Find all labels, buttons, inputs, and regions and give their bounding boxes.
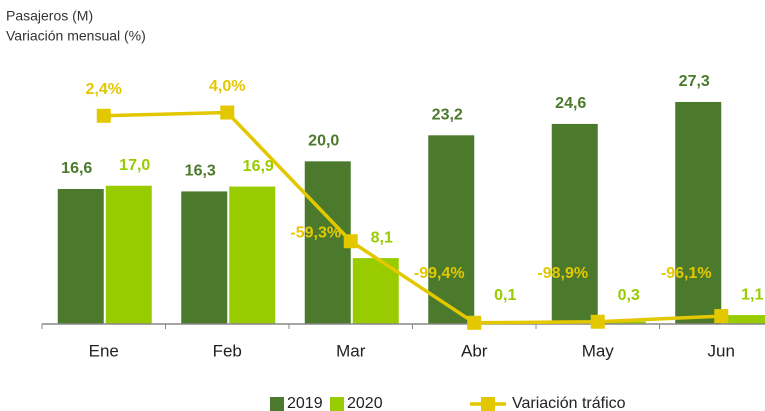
y2-axis-label: Variación mensual (%) — [6, 28, 146, 44]
line-label: -98,9% — [537, 265, 588, 282]
data-label: 0,1 — [494, 287, 516, 304]
data-label: 24,6 — [555, 95, 586, 112]
bar — [304, 161, 351, 324]
line-marker — [343, 234, 358, 249]
line-marker — [714, 309, 729, 324]
line-label: -59,3% — [290, 224, 341, 241]
line — [103, 110, 722, 325]
legend-label: 2019 — [287, 395, 323, 411]
x-tick-label: Ene — [89, 341, 119, 360]
bar — [723, 315, 765, 324]
bar — [57, 188, 104, 324]
line-label: -96,1% — [661, 265, 712, 282]
line-marker — [220, 105, 235, 120]
legend-swatch — [330, 397, 344, 411]
x-tick-label: Mar — [336, 341, 366, 360]
data-label: 16,6 — [61, 160, 92, 177]
legend-label: 2020 — [347, 395, 383, 411]
y-axis-label: Pasajeros (M) — [6, 8, 93, 24]
data-label: 17,0 — [119, 157, 150, 174]
line-label: 4,0% — [209, 78, 245, 95]
x-tick-label: Abr — [461, 341, 488, 360]
legend-swatch — [270, 397, 284, 411]
bar — [105, 185, 152, 324]
line-label: 2,4% — [86, 81, 122, 98]
x-tick-label: May — [582, 341, 615, 360]
bar — [599, 321, 646, 324]
x-tick-label: Feb — [213, 341, 242, 360]
data-label: 27,3 — [679, 73, 710, 90]
line-marker — [96, 108, 111, 123]
data-label: 23,2 — [432, 107, 463, 124]
data-label: 0,3 — [618, 287, 640, 304]
bar — [675, 101, 722, 325]
bar — [229, 186, 276, 324]
bar — [181, 191, 228, 324]
line-marker — [467, 315, 482, 330]
data-label: 16,3 — [185, 163, 216, 180]
data-label: 20,0 — [308, 133, 339, 150]
legend-marker — [481, 397, 495, 411]
data-label: 8,1 — [371, 229, 393, 246]
bar — [428, 135, 475, 324]
line-marker — [590, 314, 605, 329]
legend-label: Variación tráfico — [512, 395, 626, 411]
x-tick-label: Jun — [708, 341, 735, 360]
data-label: 1,1 — [741, 286, 763, 303]
line-label: -99,4% — [414, 265, 465, 282]
bar — [551, 123, 598, 324]
data-label: 16,9 — [243, 158, 274, 175]
